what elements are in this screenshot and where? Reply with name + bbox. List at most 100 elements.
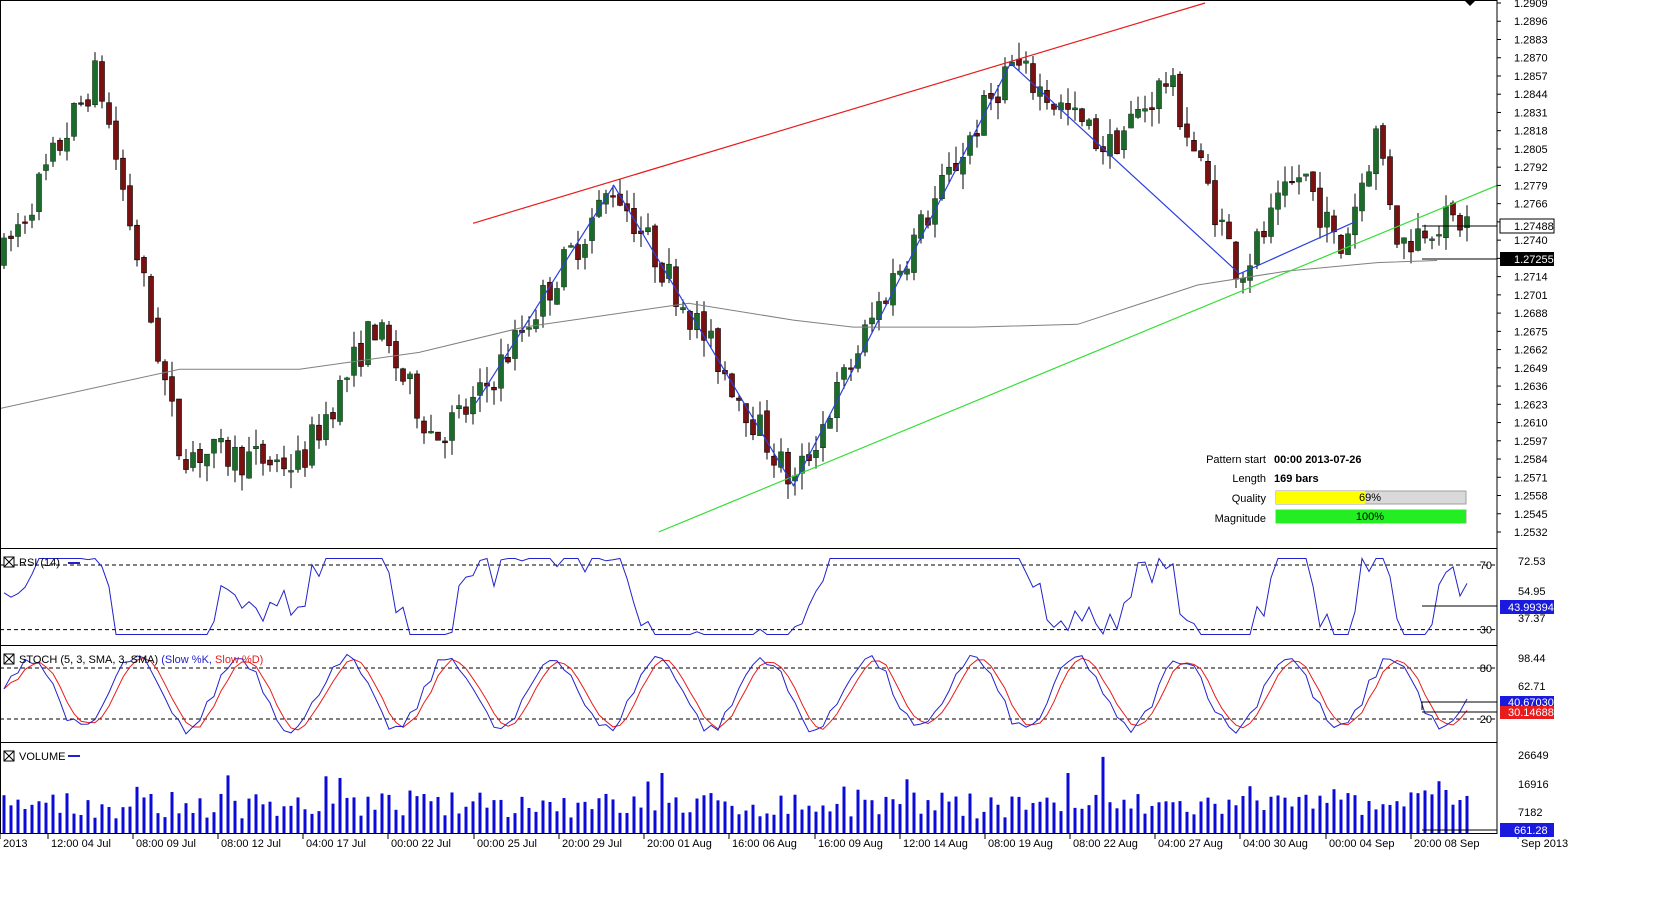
volume-bar — [44, 802, 48, 833]
candle-body-fill — [1296, 177, 1302, 182]
volume-bar — [548, 801, 552, 833]
candle-body — [442, 440, 448, 444]
stoch-tick-label: 98.44 — [1518, 653, 1546, 665]
y-tick-label: 1.2558 — [1514, 491, 1548, 503]
volume-bar — [254, 794, 258, 833]
volume-bar — [247, 798, 251, 833]
volume-bar — [961, 815, 965, 833]
y-tick-label: 1.2688 — [1514, 308, 1548, 320]
x-tick-label: 12:00 04 Jul — [51, 838, 111, 850]
candle-body — [22, 221, 28, 224]
candle-body — [127, 185, 133, 227]
volume-bar — [1402, 806, 1406, 833]
volume-bar — [1143, 813, 1147, 833]
last-price-tag — [1499, 218, 1555, 234]
rsi-tick-label: 37.37 — [1518, 613, 1546, 625]
candle-body-fill — [204, 454, 210, 466]
y-tick-label: 1.2545 — [1514, 509, 1548, 521]
volume-tick-label: 26649 — [1518, 750, 1549, 762]
volume-bar — [1185, 811, 1189, 833]
pattern-zigzag-line — [475, 62, 1356, 487]
volume-bar — [835, 803, 839, 833]
candle-body-fill — [813, 450, 819, 458]
volume-bar — [954, 796, 958, 833]
volume-bar — [989, 797, 993, 833]
candle-body-fill — [15, 224, 21, 237]
candle-body — [1261, 231, 1267, 238]
candle-body — [659, 262, 665, 283]
x-tick-label: 04:00 27 Aug — [1158, 838, 1223, 850]
volume-bar — [1108, 802, 1112, 833]
y-tick-label: 1.2909 — [1514, 0, 1548, 10]
value-tags: 1.27488 1.27255 43.99394 40.67030 30.146… — [1499, 218, 1555, 837]
rsi-level-label: 30 — [1480, 625, 1492, 637]
volume-bar — [933, 810, 937, 833]
pattern-length-value: 169 bars — [1274, 473, 1319, 485]
volume-bar — [1171, 802, 1175, 833]
candle-body — [995, 96, 1001, 104]
candle-body — [1177, 73, 1183, 128]
volume-bar — [1129, 808, 1133, 833]
stoch-title-text: STOCH (5, 3, SMA, 3, SMA) (Slow %K, Slow… — [19, 654, 263, 666]
y-tick-label: 1.2662 — [1514, 345, 1548, 357]
candle-body — [974, 133, 980, 137]
candle-body-fill — [1268, 207, 1274, 237]
volume-bar — [156, 813, 160, 833]
rsi-line — [3, 556, 1468, 635]
candle-body-fill — [778, 451, 784, 468]
volume-bar — [380, 793, 384, 833]
x-tick-label: 20:00 29 Jul — [562, 838, 622, 850]
candle-body-fill — [1275, 192, 1281, 210]
pattern-info: Pattern start 00:00 2013-07-26 Length 16… — [1206, 454, 1467, 525]
volume-bar — [282, 806, 286, 833]
volume-bar — [289, 805, 293, 833]
candle-body-fill — [1373, 128, 1379, 174]
volume-bar — [534, 811, 538, 833]
collapse-icon — [3, 653, 15, 665]
volume-bar — [632, 796, 636, 833]
candle-body-fill — [1170, 75, 1176, 87]
candle-body — [57, 139, 63, 151]
volume-bar — [1024, 809, 1028, 833]
candle-body — [386, 324, 392, 346]
volume-bar — [765, 813, 769, 833]
pattern-magnitude-label: Magnitude — [1215, 513, 1266, 525]
candle-body — [225, 440, 231, 467]
volume-bar — [1157, 802, 1161, 833]
volume-bar — [807, 805, 811, 833]
candle-body — [673, 266, 679, 307]
volume-bar — [618, 812, 622, 833]
y-tick-label: 1.2779 — [1514, 180, 1548, 192]
rsi-title-text: RSI (14) — [19, 557, 60, 569]
volume-bar — [37, 801, 41, 833]
volume-bar — [842, 786, 846, 833]
volume-bar — [597, 798, 601, 833]
volume-bar — [513, 813, 517, 833]
volume-bar — [219, 793, 223, 833]
y-tick-label: 1.2701 — [1514, 290, 1548, 302]
volume-bar — [485, 807, 489, 833]
candle-body-fill — [1002, 66, 1008, 100]
scroll-down-icon[interactable] — [1464, 0, 1476, 6]
volume-bar — [9, 805, 13, 833]
candle-body-fill — [428, 431, 434, 433]
y-tick-label: 1.2532 — [1514, 527, 1548, 539]
stoch-d-text: 30.14688 — [1508, 707, 1554, 719]
candle-body-fill — [309, 424, 315, 466]
volume-bar — [975, 818, 979, 833]
volume-bar — [653, 810, 657, 833]
volume-bar — [1136, 794, 1140, 833]
candle-body — [267, 459, 273, 466]
candle-body — [281, 457, 287, 470]
candle-body-fill — [1429, 238, 1435, 241]
candle-body — [1394, 205, 1400, 245]
candle-body-fill — [1443, 206, 1449, 238]
volume-bar — [744, 810, 748, 833]
candle-body-fill — [694, 313, 700, 330]
volume-bar — [1395, 801, 1399, 833]
volume-bar — [471, 801, 475, 833]
pattern-start-label: Pattern start — [1206, 454, 1266, 466]
candle-body — [372, 324, 378, 341]
candle-body — [1198, 150, 1204, 158]
volume-bar — [394, 809, 398, 833]
